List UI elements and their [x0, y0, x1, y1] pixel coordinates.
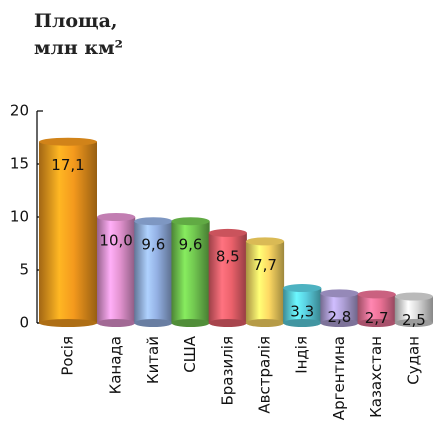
bar-base	[171, 319, 210, 327]
chart-title: Площа,	[34, 10, 118, 32]
value-label: 2,7	[365, 309, 389, 327]
x-tick-label: Росія	[59, 336, 77, 376]
bar	[394, 296, 433, 323]
x-tick-label: Бразилія	[218, 336, 236, 406]
x-tick-label: Канада	[107, 336, 125, 394]
value-label: 2,8	[328, 308, 352, 326]
y-tick-label: 5	[19, 261, 29, 279]
bar-cap	[283, 284, 322, 293]
bar	[320, 293, 359, 323]
bar	[39, 141, 97, 323]
bar	[357, 294, 396, 323]
x-tick-label: Австралія	[256, 336, 274, 414]
x-tick-label: Казахстан	[367, 336, 385, 418]
bar-base	[283, 319, 322, 327]
y-tick-label: 20	[10, 102, 29, 120]
chart-title: млн км²	[34, 37, 123, 59]
bar-cap	[39, 137, 97, 146]
bar-base	[394, 319, 433, 327]
bar-base	[97, 319, 136, 327]
bar-base	[39, 319, 97, 327]
bar	[283, 288, 322, 323]
bar-cap	[171, 217, 210, 226]
bar	[171, 221, 210, 323]
x-tick-label: Аргентина	[330, 336, 348, 420]
bar-cap	[320, 289, 359, 298]
value-label: 2,5	[402, 311, 426, 329]
value-label: 10,0	[99, 232, 132, 250]
y-tick-label: 10	[10, 208, 29, 226]
x-tick-label: Судан	[404, 336, 422, 385]
x-tick-label: Індія	[293, 336, 311, 374]
value-label: 9,6	[141, 236, 165, 254]
value-label: 8,5	[216, 247, 240, 265]
bar-cap	[134, 217, 173, 226]
value-label: 3,3	[290, 303, 314, 321]
bar-base	[245, 319, 285, 327]
bar-cap	[245, 237, 285, 246]
bar	[208, 232, 247, 323]
bar-cap	[357, 290, 396, 299]
bar-base	[208, 319, 247, 327]
bar-base	[357, 319, 396, 327]
bar-base	[320, 319, 359, 327]
bar	[245, 241, 285, 323]
value-label: 17,1	[51, 156, 84, 174]
bar-base	[134, 319, 173, 327]
bar-cap	[97, 213, 136, 221]
y-tick-label: 0	[19, 314, 29, 332]
bar	[134, 221, 173, 323]
x-tick-label: Китай	[144, 336, 162, 384]
y-tick-label: 15	[10, 155, 29, 173]
x-tick-label: США	[181, 335, 199, 373]
value-label: 9,6	[179, 236, 203, 254]
value-label: 7,7	[253, 256, 277, 274]
bar-cap	[208, 228, 247, 237]
bar	[97, 217, 136, 323]
bar-cap	[394, 292, 433, 301]
